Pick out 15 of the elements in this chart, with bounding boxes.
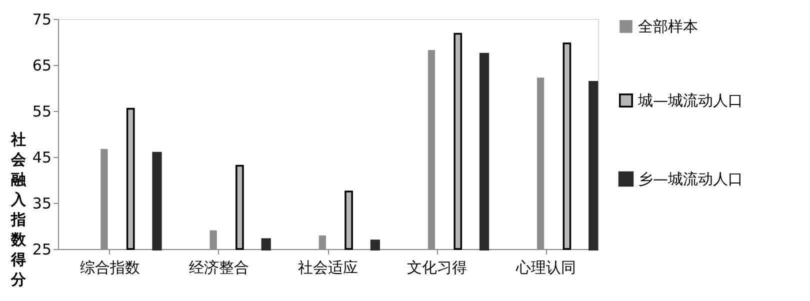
- y-tick-label: 55: [32, 102, 52, 120]
- y-tick-label: 25: [32, 240, 52, 258]
- x-tick-label: 综合指数: [80, 258, 140, 276]
- x-tick-label: 心理认同: [515, 258, 576, 276]
- legend-label: 乡—城流动人口: [638, 170, 743, 188]
- y-axis-title: 社会融入指数得分: [10, 130, 27, 288]
- x-tick-label: 经济整合: [188, 258, 249, 276]
- y-tick-label: 75: [32, 10, 52, 28]
- legend-label: 全部样本: [638, 18, 698, 36]
- y-tick-label: 65: [32, 56, 52, 74]
- x-tick-label: 社会适应: [298, 258, 358, 276]
- legend-label: 城—城流动人口: [637, 92, 743, 110]
- y-tick-label: 45: [32, 148, 52, 166]
- y-tick-label: 35: [32, 194, 52, 212]
- x-tick-label: 文化习得: [407, 258, 468, 276]
